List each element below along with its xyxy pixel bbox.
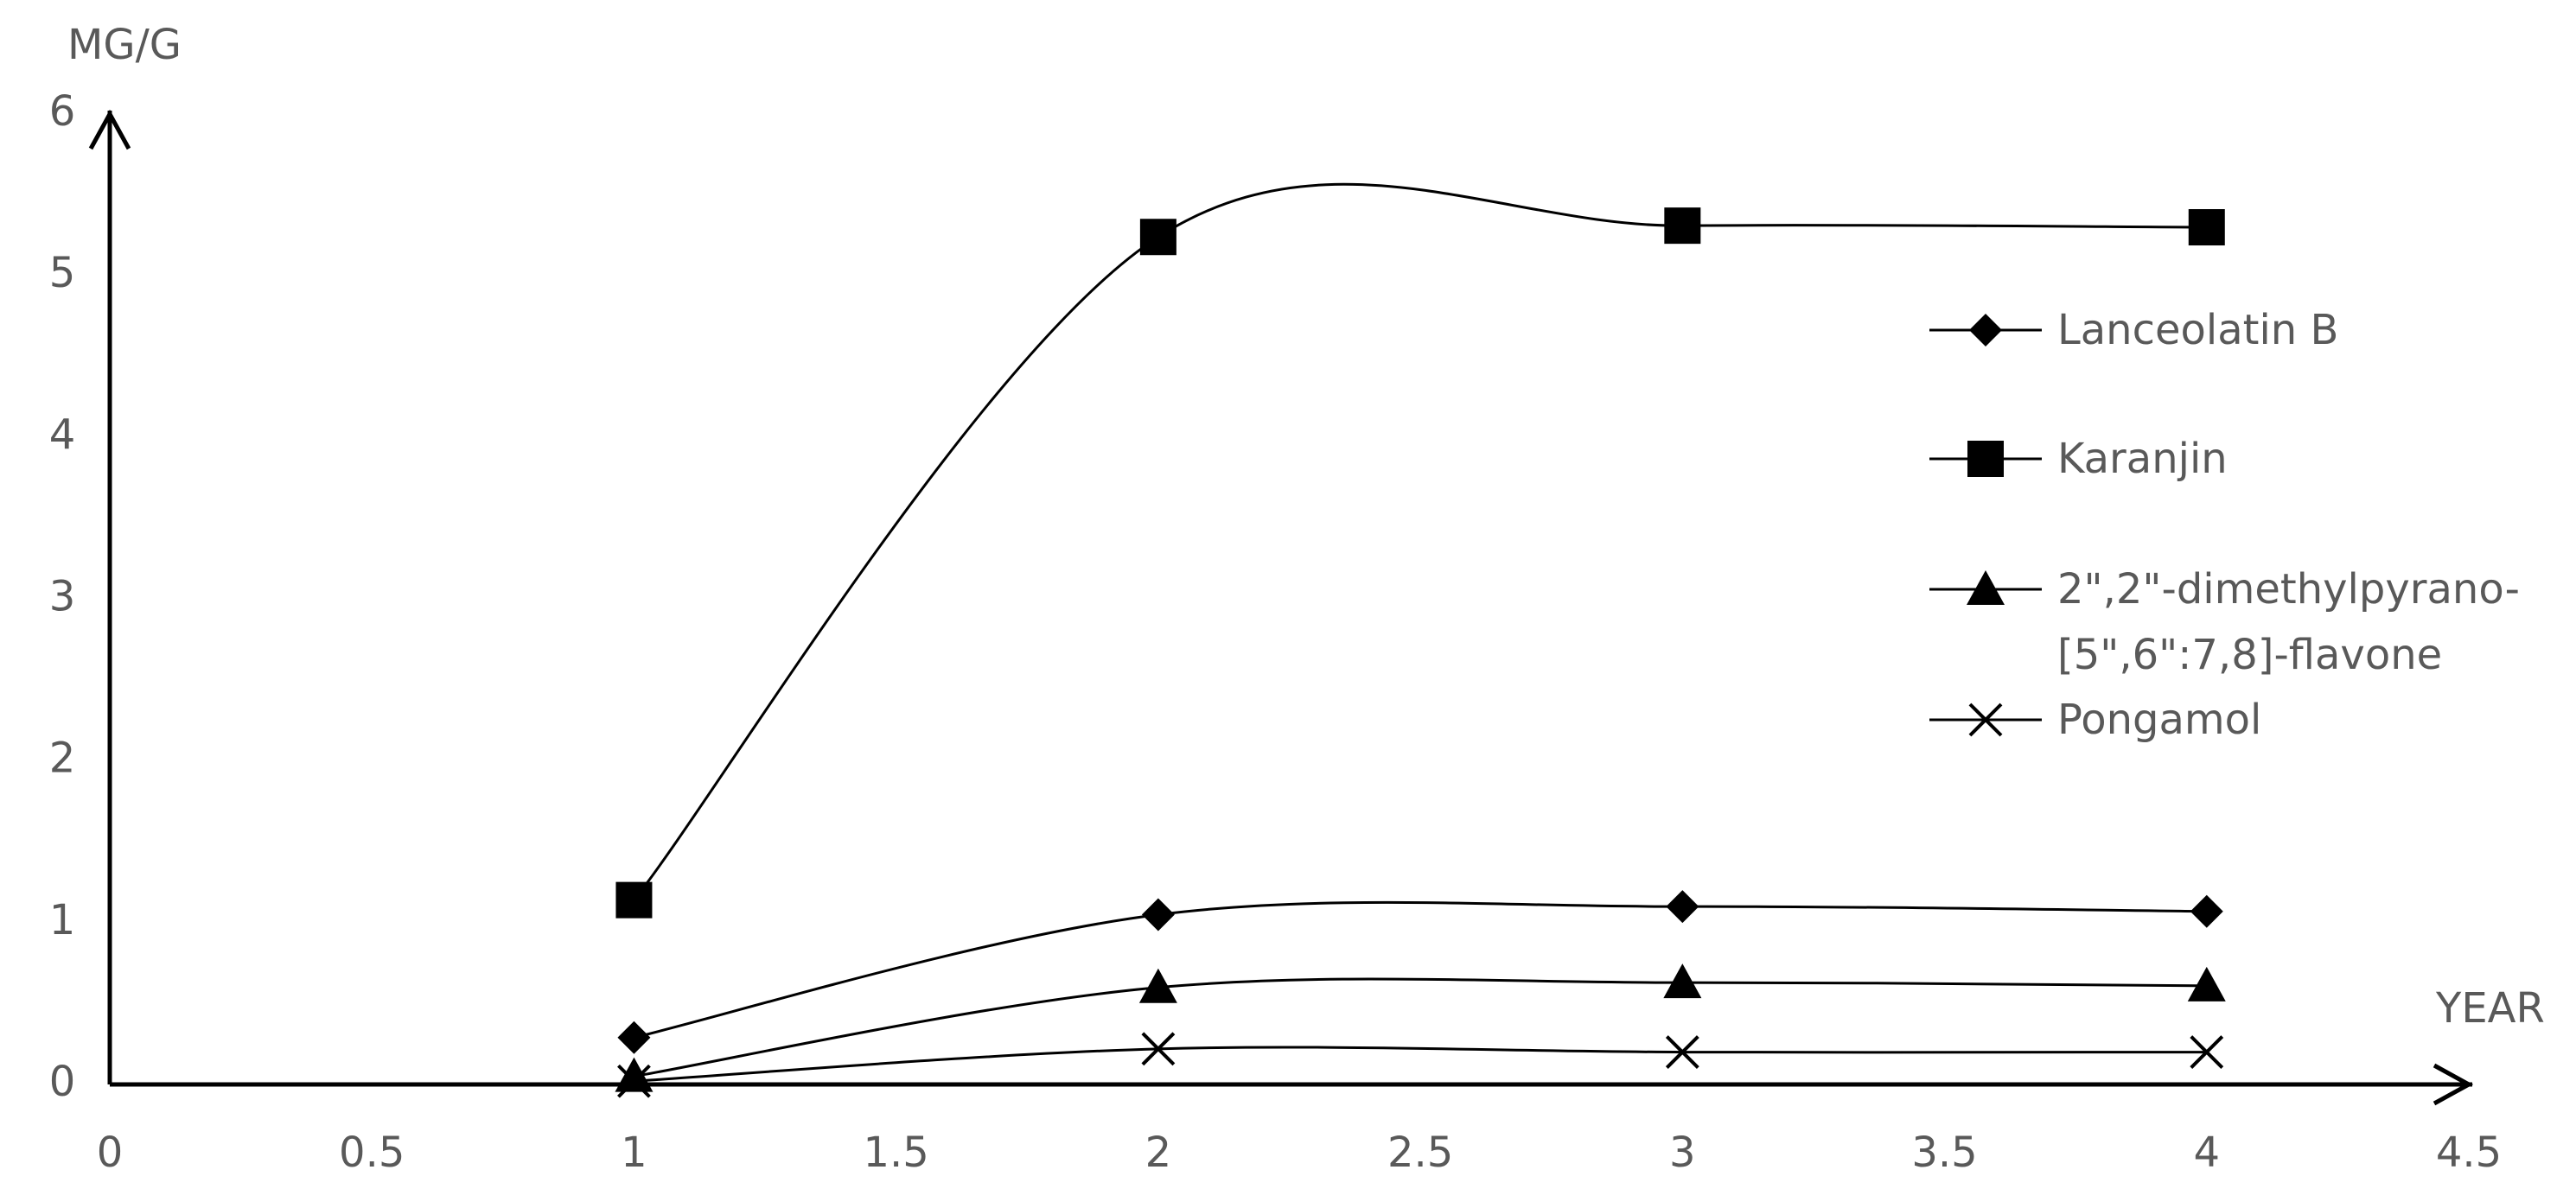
marker: [1141, 1032, 1176, 1066]
series-line: [634, 1046, 2207, 1083]
marker: [1138, 968, 1177, 1003]
y-tick-label: 0: [49, 1058, 76, 1106]
x-tick-label: 2.5: [1387, 1129, 1453, 1177]
legend-label: Karanjin: [2057, 435, 2228, 483]
y-axis-title: MG/G: [67, 21, 182, 69]
x-tick-label: 3.5: [1911, 1129, 1977, 1177]
marker: [1663, 963, 1702, 999]
marker: [1664, 207, 1701, 245]
marker: [2187, 966, 2226, 1001]
x-tick-label: 0.5: [339, 1129, 405, 1177]
y-tick-label: 3: [49, 573, 76, 621]
y-tick-label: 1: [49, 896, 76, 944]
legend-label: Lanceolatin B: [2057, 306, 2339, 354]
y-tick-label: 2: [49, 734, 76, 783]
x-tick-label: 0: [97, 1129, 124, 1177]
marker: [2190, 1035, 2224, 1069]
x-tick-label: 4.5: [2436, 1129, 2502, 1177]
x-axis-arrow: [2433, 1063, 2474, 1106]
y-tick-label: 5: [49, 249, 76, 297]
marker: [1967, 570, 2005, 605]
marker: [2190, 894, 2223, 928]
marker: [615, 881, 653, 919]
series-line: [634, 977, 2207, 1078]
marker: [2188, 209, 2225, 246]
x-tick-label: 3: [1669, 1129, 1696, 1177]
y-axis-arrow: [88, 109, 131, 150]
marker: [1139, 219, 1176, 256]
marker: [1968, 703, 2003, 737]
marker: [1141, 898, 1175, 931]
series-line: [634, 900, 2207, 1040]
marker: [1967, 441, 2004, 477]
y-tick-label: 4: [49, 410, 76, 459]
marker: [1665, 1035, 1699, 1069]
marker: [617, 1064, 651, 1098]
marker: [1666, 890, 1699, 924]
legend-label: 2",2"-dimethylpyrano-[5",6":7,8]-flavone: [2057, 565, 2520, 679]
y-tick-label: 6: [49, 87, 76, 136]
marker: [615, 1057, 654, 1092]
series-line: [633, 182, 2207, 901]
marker: [617, 1021, 651, 1054]
x-tick-label: 2: [1145, 1129, 1172, 1177]
marker: [1969, 314, 2002, 347]
x-tick-label: 1: [621, 1129, 647, 1177]
x-tick-label: 1.5: [863, 1129, 928, 1177]
x-axis-title: YEAR: [2435, 984, 2545, 1033]
x-tick-label: 4: [2194, 1129, 2221, 1177]
legend-label: Pongamol: [2057, 696, 2262, 744]
